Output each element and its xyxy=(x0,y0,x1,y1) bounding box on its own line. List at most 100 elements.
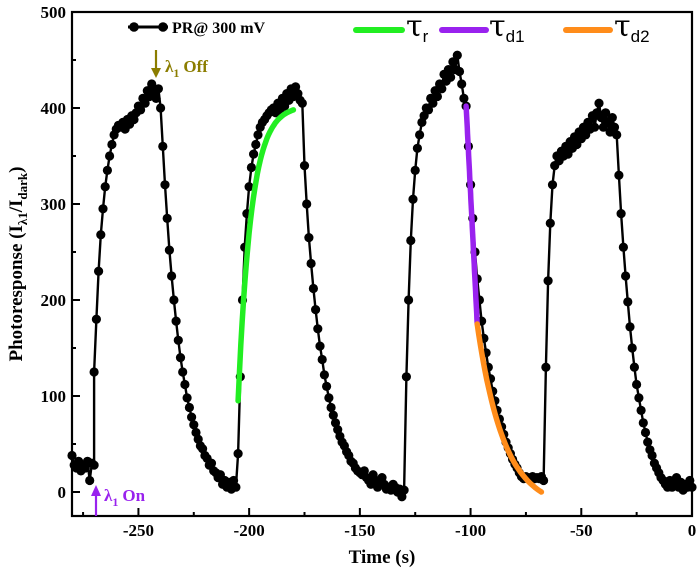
data-point xyxy=(244,182,254,192)
data-point xyxy=(175,353,186,363)
data-point xyxy=(171,316,181,326)
data-point xyxy=(643,437,653,447)
data-point xyxy=(96,230,106,240)
data-point xyxy=(315,341,325,351)
data-point xyxy=(91,314,101,324)
data-point xyxy=(158,141,168,151)
data-point xyxy=(304,233,314,243)
legend-series-marker-left xyxy=(129,22,139,32)
data-point xyxy=(189,420,199,430)
data-point xyxy=(428,98,438,108)
data-point xyxy=(404,295,414,305)
data-point xyxy=(410,165,420,175)
data-point xyxy=(153,84,163,94)
data-point xyxy=(614,170,624,180)
x-tick-label: -50 xyxy=(570,521,593,540)
on-label: λ1 On xyxy=(104,486,146,509)
data-point xyxy=(162,213,172,223)
data-point xyxy=(459,93,469,103)
y-tick-label: 200 xyxy=(41,291,67,310)
data-point xyxy=(180,379,190,390)
legend: PR@ 300 mV τr τd1 τd2 xyxy=(128,9,650,46)
data-point xyxy=(326,402,336,413)
data-point xyxy=(89,460,99,470)
data-point xyxy=(437,84,447,94)
data-point xyxy=(85,475,95,486)
data-point xyxy=(317,354,327,365)
y-tick-label: 0 xyxy=(58,483,67,502)
fit-curves xyxy=(235,103,545,495)
x-axis: -250 -200 -150 -100 -50 0 xyxy=(82,508,697,540)
legend-series-marker-right xyxy=(158,22,168,32)
data-point xyxy=(634,393,644,403)
data-point xyxy=(249,149,259,159)
data-point xyxy=(415,130,425,140)
data-point xyxy=(616,209,626,219)
y-tick-label: 100 xyxy=(41,387,67,406)
data-point xyxy=(233,449,243,459)
data-point xyxy=(636,405,646,415)
legend-tau-r-label: τr xyxy=(406,9,429,46)
data-point xyxy=(399,485,409,495)
data-point xyxy=(627,343,637,353)
data-point xyxy=(107,139,117,150)
data-point xyxy=(625,322,635,332)
data-point xyxy=(160,180,170,190)
data-point xyxy=(448,57,458,67)
data-point xyxy=(687,482,697,492)
annotation-on: λ1 On xyxy=(91,485,146,516)
data-point xyxy=(590,122,600,132)
data-point xyxy=(306,258,316,269)
y-axis: 0 100 200 300 400 500 xyxy=(41,3,80,502)
plot-frame xyxy=(70,10,694,518)
off-arrow-head xyxy=(151,68,161,78)
data-point xyxy=(253,130,263,140)
y-tick-label: 300 xyxy=(41,195,67,214)
fit-tau-d1 xyxy=(463,103,480,327)
data-point xyxy=(401,372,411,382)
data-point xyxy=(94,266,104,276)
x-tick-label: -100 xyxy=(455,521,486,540)
data-point xyxy=(457,79,467,89)
data-point xyxy=(173,335,183,345)
data-point xyxy=(629,362,640,372)
data-point xyxy=(632,379,642,390)
data-point xyxy=(454,66,465,77)
data-point xyxy=(299,161,310,171)
fit-tau-r xyxy=(235,107,297,404)
data-point xyxy=(423,105,434,115)
data-point xyxy=(408,194,418,204)
data-point xyxy=(324,393,334,403)
x-tick-label: 0 xyxy=(688,521,697,540)
data-point xyxy=(640,427,651,438)
data-point xyxy=(102,165,112,175)
data-point xyxy=(618,242,629,252)
x-axis-title: Time (s) xyxy=(349,547,416,568)
data-point xyxy=(105,151,115,161)
data-point xyxy=(541,362,551,372)
y-tick-label: 500 xyxy=(41,3,67,22)
data-point xyxy=(412,143,422,153)
legend-series-label: PR@ 300 mV xyxy=(172,20,266,37)
data-point xyxy=(167,271,177,281)
y-tick-label: 400 xyxy=(41,99,67,118)
data-point xyxy=(601,108,611,118)
data-point xyxy=(98,204,108,214)
x-tick-label: -200 xyxy=(234,521,265,540)
data-point xyxy=(539,475,549,486)
data-point xyxy=(406,235,416,246)
data-point xyxy=(206,458,217,468)
data-point xyxy=(607,113,617,123)
data-point xyxy=(446,72,456,82)
data-point xyxy=(136,105,146,115)
y-axis-title: Photoresponse (Iλ1/Idark) xyxy=(6,167,30,362)
data-point xyxy=(246,162,256,173)
data-point xyxy=(169,295,179,305)
legend-tau-d2-label: τd2 xyxy=(614,9,650,46)
data-point xyxy=(443,65,453,75)
data-point xyxy=(609,122,620,132)
data-point xyxy=(297,98,307,108)
data-point xyxy=(543,276,553,286)
data-point xyxy=(231,482,241,492)
